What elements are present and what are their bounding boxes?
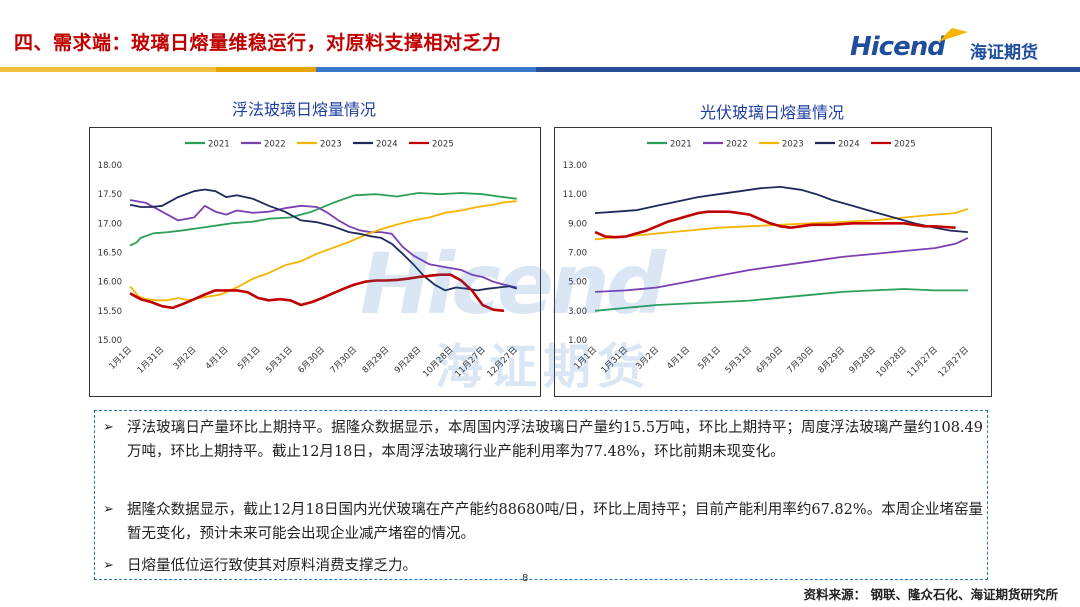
pv-y-tick-label: 3.00 (568, 307, 587, 317)
header-bar-blue-light (316, 67, 536, 72)
pv-legend-label-2023: 2023 (782, 140, 804, 150)
bullet-arrow-icon: ➢ (103, 502, 114, 517)
pv-legend-label-2024: 2024 (838, 140, 860, 150)
chart-title-float: 浮法玻璃日熔量情况 (232, 100, 377, 119)
float-series-line-2025 (129, 273, 505, 313)
float-y-tick-label: 18.00 (98, 161, 122, 171)
float-legend-label-2021: 2021 (208, 140, 230, 150)
pv-x-tick-label: 9月28日 (847, 345, 878, 376)
pv-x-tick-label: 3月2日 (634, 345, 661, 372)
pv-x-tick-label: 10月28日 (875, 345, 909, 379)
pv-series-line-2022 (594, 237, 969, 293)
note-text-2: 据隆众数据显示，截止12月18日国内光伏玻璃在产产能约88680吨/日，环比上周… (127, 502, 983, 542)
note-text-3: 日熔量低位运行致使其对原料消费支撑乏力。 (127, 558, 417, 574)
note-text-1: 浮法玻璃日产量环比上期持平。据隆众数据显示，本周国内浮法玻璃日产量约15.5万吨… (127, 420, 983, 460)
float-x-tick-label: 5月31日 (264, 345, 295, 376)
float-x-tick-label: 1月31日 (136, 345, 167, 376)
pv-series-line-2021 (594, 288, 968, 312)
pv-x-tick-label: 11月27日 (906, 345, 940, 379)
notes-box: ➢ 浮法玻璃日产量环比上期持平。据隆众数据显示，本周国内浮法玻璃日产量约15.5… (94, 410, 988, 580)
pv-y-tick-label: 1.00 (568, 336, 587, 346)
pv-series-line-2024 (594, 186, 968, 233)
header-bar-gold-dark (216, 67, 316, 72)
float-y-tick-label: 17.00 (98, 219, 122, 229)
float-glass-chart: 2021 2022 2023 2024 2025 15.00 15.50 16.00 16.50… (89, 127, 541, 397)
pv-glass-chart: 2021 2022 2023 2024 2025 1.00 3.00 5.00 7.00 9.00… (554, 127, 992, 397)
pv-x-tick-label: 5月1日 (696, 345, 723, 372)
float-x-tick-label: 10月28日 (421, 345, 455, 379)
float-x-tick-label: 1月1日 (107, 345, 134, 372)
bullet-arrow-icon: ➢ (103, 558, 114, 573)
float-x-tick-label: 5月1日 (236, 345, 263, 372)
float-x-tick-label: 6月30日 (296, 345, 327, 376)
pv-x-tick-label: 8月29日 (816, 345, 847, 376)
slide-title: 四、需求端：玻璃日熔量维稳运行，对原料支撑相对乏力 (14, 32, 502, 54)
pv-x-tick-label: 6月30日 (754, 345, 785, 376)
float-y-tick-label: 17.50 (98, 190, 122, 200)
float-x-tick-label: 4月1日 (204, 345, 231, 372)
note-bullet-2: ➢ 据隆众数据显示，截止12月18日国内光伏玻璃在产产能约88680吨/日，环比… (103, 498, 983, 546)
float-legend-label-2025: 2025 (432, 140, 454, 150)
float-x-tick-label: 3月2日 (172, 345, 199, 372)
pv-y-tick-label: 9.00 (568, 219, 587, 229)
pv-y-tick-label: 7.00 (568, 249, 587, 259)
float-y-tick-label: 15.00 (98, 336, 122, 346)
float-series-line-2022 (129, 199, 517, 289)
header-bar-gold (0, 67, 216, 72)
company-logo: Hicend 海证期货 (850, 26, 1060, 68)
pv-glass-chart-svg: 2021 2022 2023 2024 2025 1.00 3.00 5.00 7.00 9.00… (563, 140, 971, 380)
float-glass-chart-svg: 2021 2022 2023 2024 2025 15.00 15.50 16.00 16.50… (98, 140, 520, 380)
float-legend-label-2022: 2022 (264, 140, 286, 150)
pv-legend-label-2021: 2021 (670, 140, 692, 150)
note-bullet-3: ➢ 日熔量低位运行致使其对原料消费支撑乏力。 (103, 554, 983, 578)
pv-legend-label-2022: 2022 (726, 140, 748, 150)
pv-x-tick-label: 4月1日 (665, 345, 692, 372)
logo-text: Hicend (850, 32, 946, 62)
pv-x-tick-label: 1月31日 (600, 345, 631, 376)
pv-y-tick-label: 5.00 (568, 278, 587, 288)
float-legend-label-2024: 2024 (376, 140, 398, 150)
float-series-line-2023 (129, 200, 517, 302)
bullet-arrow-icon: ➢ (103, 420, 114, 435)
pv-y-tick-label: 11.00 (563, 190, 587, 200)
float-legend-label-2023: 2023 (320, 140, 342, 150)
pv-x-tick-label: 12月27日 (937, 345, 971, 379)
source-note: 资料来源： 钢联、隆众石化、海证期货研究所 (803, 587, 1058, 602)
note-bullet-1: ➢ 浮法玻璃日产量环比上期持平。据隆众数据显示，本周国内浮法玻璃日产量约15.5… (103, 416, 983, 464)
header-bar-blue (536, 67, 1080, 72)
float-x-tick-label: 7月30日 (329, 345, 360, 376)
pv-x-tick-label: 7月30日 (785, 345, 816, 376)
pv-y-tick-label: 13.00 (563, 161, 587, 171)
chart-title-pv: 光伏玻璃日熔量情况 (700, 103, 845, 122)
float-x-tick-label: 9月28日 (393, 345, 424, 376)
pv-legend-label-2025: 2025 (894, 140, 916, 150)
pv-x-tick-label: 5月31日 (723, 345, 754, 376)
float-x-tick-label: 11月27日 (453, 345, 487, 379)
float-series-line-2021 (129, 192, 517, 247)
float-x-tick-label: 12月27日 (485, 345, 519, 379)
pv-series-line-2025 (594, 210, 956, 239)
float-series-line-2024 (129, 188, 518, 292)
pv-x-tick-label: 1月1日 (572, 345, 599, 372)
pv-series-line-2023 (594, 207, 969, 241)
float-y-tick-label: 15.50 (98, 307, 122, 317)
float-y-tick-label: 16.50 (98, 249, 122, 259)
float-x-tick-label: 8月29日 (361, 345, 392, 376)
page-number: 8 (522, 573, 529, 584)
float-y-tick-label: 16.00 (98, 278, 122, 288)
logo-sail-icon (938, 28, 968, 42)
logo-cn: 海证期货 (970, 43, 1038, 63)
